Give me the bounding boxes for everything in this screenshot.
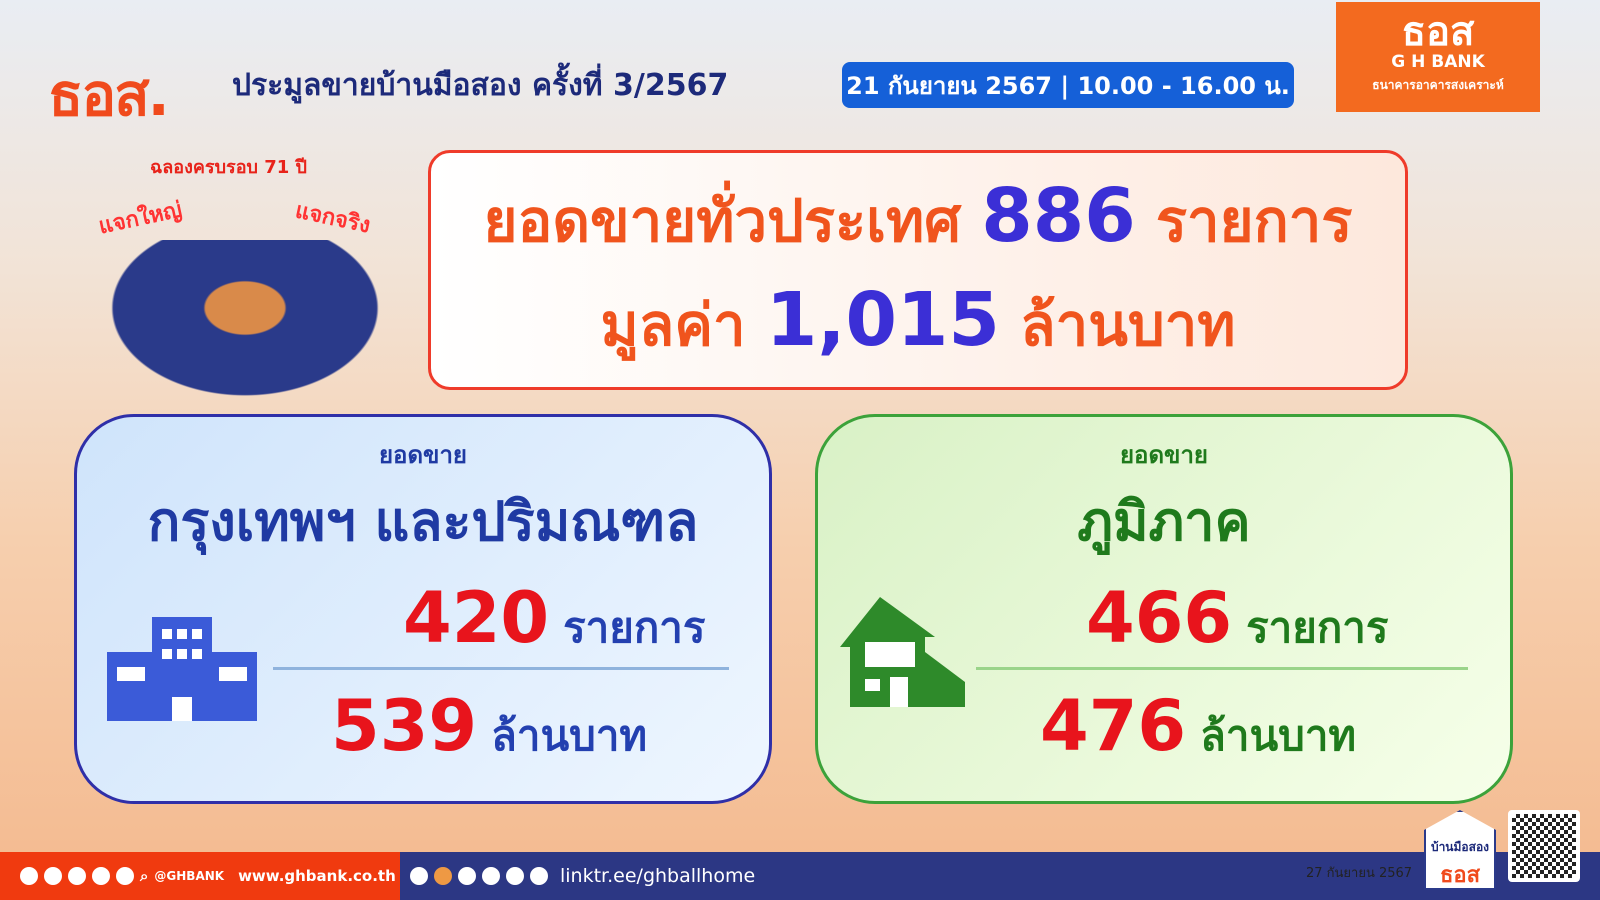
phone-icon[interactable] [410, 867, 428, 885]
facebook-icon[interactable] [44, 867, 62, 885]
badge-line2: ธอส [1439, 863, 1481, 888]
promo-image: ฉลองครบรอบ 71 ปี แจกใหญ่ แจกจริง [80, 140, 410, 410]
prizes-illustration [90, 240, 400, 410]
linktree-link[interactable]: linktr.ee/ghballhome [560, 865, 756, 887]
published-date: 27 กันยายน 2567 [1306, 866, 1413, 881]
footer-links: linktr.ee/ghballhome [410, 852, 755, 900]
qr-code[interactable] [1508, 810, 1580, 882]
youtube-icon[interactable] [530, 867, 548, 885]
search-icon: ⌕ [140, 867, 149, 885]
social-handle[interactable]: @GHBANK [154, 869, 225, 883]
regional-sub: ยอดขาย [1119, 441, 1208, 469]
regional-count: 466 [1086, 577, 1233, 659]
total-value-unit: ล้านบาท [1020, 291, 1236, 359]
total-count-unit: รายการ [1155, 187, 1353, 255]
bangkok-sales-card: ยอดขาย กรุงเทพฯ และปริมณฑล 420 รายการ 539… [74, 414, 772, 804]
event-date-badge: 21 กันยายน 2567 | 10.00 - 16.00 น. [842, 62, 1294, 108]
total-sales-box: ยอดขายทั่วประเทศ 886 รายการ มูลค่า 1,015… [428, 150, 1408, 390]
footer-social: ⌕ @GHBANK www.ghbank.co.th [0, 852, 400, 900]
brand-title: ธอส. [48, 61, 170, 129]
line-icon[interactable] [482, 867, 500, 885]
regional-title: ภูมิภาค [1077, 490, 1251, 553]
logo-english: G H BANK [1391, 52, 1485, 72]
regional-count-unit: รายการ [1246, 603, 1389, 652]
globe-icon[interactable] [506, 867, 524, 885]
total-value-label: มูลค่า [600, 291, 746, 359]
phone-icon[interactable] [20, 867, 38, 885]
total-count: 886 [981, 173, 1136, 259]
regional-sales-card: ยอดขาย ภูมิภาค 466 รายการ 476 ล้านบาท [815, 414, 1513, 804]
bangkok-title: กรุงเทพฯ และปริมณฑล [147, 490, 699, 553]
divider [976, 667, 1468, 670]
regional-value: 476 [1040, 685, 1187, 767]
bangkok-count-unit: รายการ [563, 603, 706, 652]
house-icon [840, 597, 965, 707]
page-title: ประมูลขายบ้านมือสอง ครั้งที่ 3/2567 [232, 68, 729, 103]
promo-left: แจกใหญ่ [96, 197, 185, 240]
total-label: ยอดขายทั่วประเทศ [483, 187, 962, 255]
promo-right: แจกจริง [293, 198, 373, 239]
line-icon[interactable] [68, 867, 86, 885]
bangkok-value-unit: ล้านบาท [491, 711, 648, 760]
app-icon[interactable] [434, 867, 452, 885]
bangkok-sub: ยอดขาย [378, 441, 467, 469]
bangkok-value: 539 [331, 685, 478, 767]
youtube-icon[interactable] [116, 867, 134, 885]
bangkok-count: 420 [403, 577, 550, 659]
ghbank-logo: ธอส G H BANK ธนาคารอาคารสงเคราะห์ [1336, 2, 1540, 112]
total-value: 1,015 [765, 277, 1000, 363]
regional-value-unit: ล้านบาท [1200, 711, 1357, 760]
facebook-icon[interactable] [458, 867, 476, 885]
promo-celebrate: ฉลองครบรอบ 71 ปี [150, 157, 307, 178]
building-icon [107, 617, 257, 721]
second-hand-home-badge: บ้านมือสอง ธอส [1424, 810, 1496, 890]
logo-fullname: ธนาคารอาคารสงเคราะห์ [1372, 78, 1504, 92]
x-icon[interactable] [92, 867, 110, 885]
badge-line1: บ้านมือสอง [1430, 840, 1490, 854]
website-link[interactable]: www.ghbank.co.th [238, 867, 396, 885]
divider [273, 667, 729, 670]
logo-thai: ธอส [1401, 9, 1475, 55]
